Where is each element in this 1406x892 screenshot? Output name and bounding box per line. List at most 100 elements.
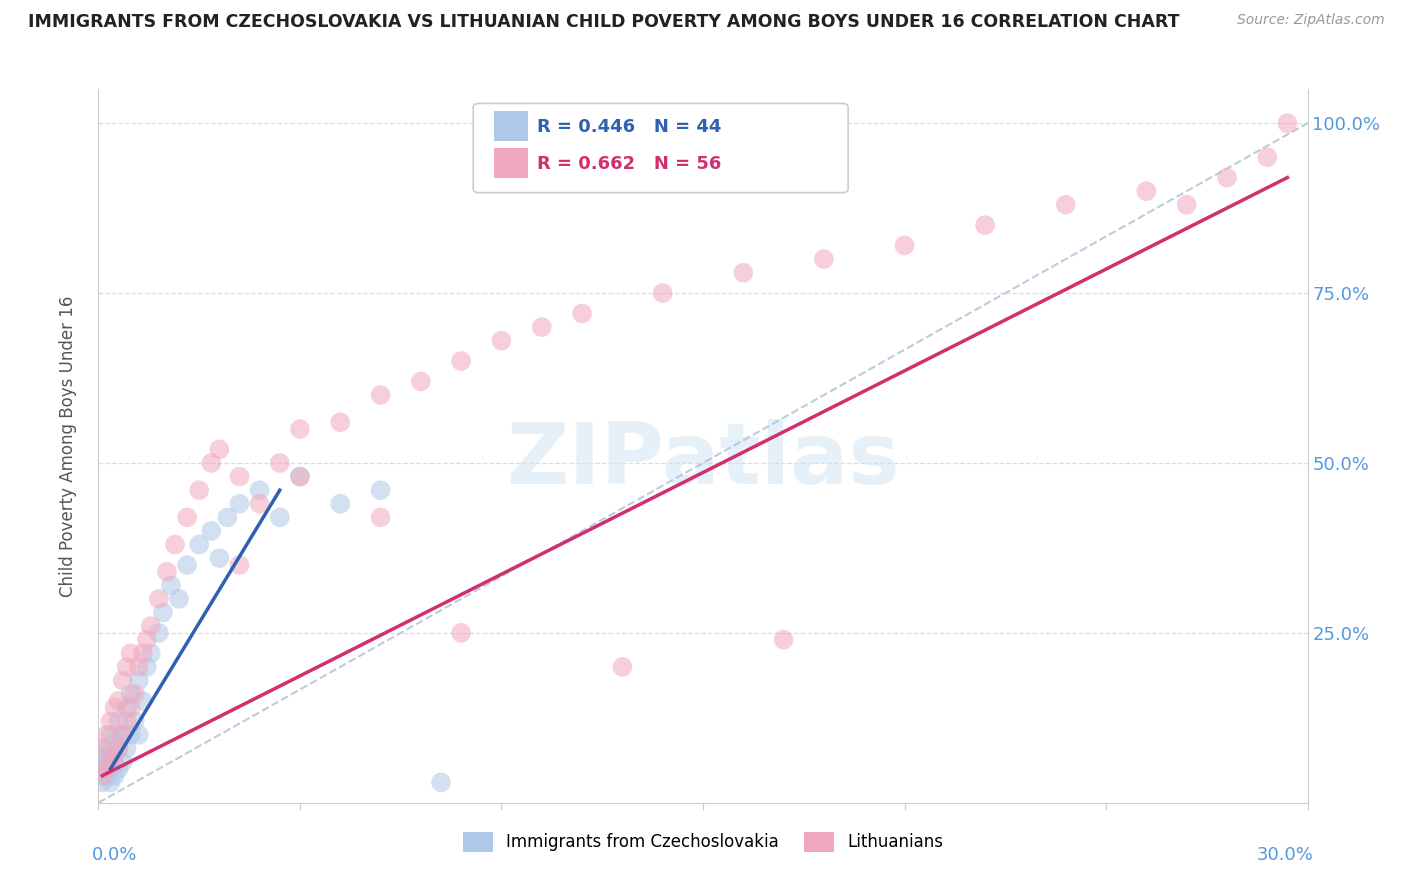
Point	[128, 673, 150, 688]
Point	[103, 748, 125, 763]
Point	[148, 626, 170, 640]
Point	[370, 510, 392, 524]
Point	[249, 483, 271, 498]
Point	[329, 497, 352, 511]
Text: R = 0.446   N = 44: R = 0.446 N = 44	[537, 118, 721, 136]
Point	[111, 728, 134, 742]
Text: ZIPatlas: ZIPatlas	[506, 418, 900, 502]
Point	[115, 741, 138, 756]
Point	[135, 660, 157, 674]
Point	[733, 266, 755, 280]
Point	[100, 728, 122, 742]
Point	[103, 755, 125, 769]
Point	[571, 306, 593, 320]
Point	[450, 626, 472, 640]
Point	[269, 456, 291, 470]
Point	[89, 762, 111, 776]
Point	[208, 551, 231, 566]
Point	[96, 769, 118, 783]
Point	[1175, 198, 1198, 212]
Point	[103, 700, 125, 714]
Point	[91, 775, 114, 789]
Text: IMMIGRANTS FROM CZECHOSLOVAKIA VS LITHUANIAN CHILD POVERTY AMONG BOYS UNDER 16 C: IMMIGRANTS FROM CZECHOSLOVAKIA VS LITHUA…	[28, 13, 1180, 31]
Bar	[494, 148, 527, 178]
Point	[107, 714, 129, 729]
Point	[139, 646, 162, 660]
Text: 0.0%: 0.0%	[93, 846, 138, 863]
Bar	[494, 112, 527, 141]
Text: R = 0.662   N = 56: R = 0.662 N = 56	[537, 155, 721, 173]
Point	[148, 591, 170, 606]
Point	[167, 591, 190, 606]
Point	[132, 694, 155, 708]
Point	[124, 714, 146, 729]
Point	[91, 741, 114, 756]
Point	[530, 320, 553, 334]
Point	[228, 497, 250, 511]
Point	[120, 728, 142, 742]
Point	[120, 646, 142, 660]
Point	[430, 775, 453, 789]
Point	[974, 218, 997, 232]
Legend: Immigrants from Czechoslovakia, Lithuanians: Immigrants from Czechoslovakia, Lithuani…	[456, 825, 950, 859]
Point	[450, 354, 472, 368]
Point	[288, 469, 311, 483]
Point	[115, 700, 138, 714]
Point	[1277, 116, 1299, 130]
Point	[1054, 198, 1077, 212]
Point	[124, 687, 146, 701]
Point	[96, 741, 118, 756]
Point	[139, 619, 162, 633]
Point	[120, 700, 142, 714]
Point	[100, 748, 122, 763]
Point	[163, 537, 186, 551]
Text: 30.0%: 30.0%	[1257, 846, 1313, 863]
Point	[288, 422, 311, 436]
Point	[111, 673, 134, 688]
Point	[813, 252, 835, 266]
Point	[188, 537, 211, 551]
FancyBboxPatch shape	[474, 103, 848, 193]
Point	[100, 775, 122, 789]
Point	[208, 442, 231, 457]
Point	[1216, 170, 1239, 185]
Point	[100, 714, 122, 729]
Point	[370, 388, 392, 402]
Point	[156, 565, 179, 579]
Point	[176, 510, 198, 524]
Point	[91, 769, 114, 783]
Point	[111, 728, 134, 742]
Point	[107, 741, 129, 756]
Point	[249, 497, 271, 511]
Point	[100, 762, 122, 776]
Point	[96, 755, 118, 769]
Point	[188, 483, 211, 498]
Point	[409, 375, 432, 389]
Point	[107, 741, 129, 756]
Point	[132, 646, 155, 660]
Point	[91, 748, 114, 763]
Point	[96, 762, 118, 776]
Point	[329, 415, 352, 429]
Point	[288, 469, 311, 483]
Point	[107, 762, 129, 776]
Point	[100, 755, 122, 769]
Point	[1256, 150, 1278, 164]
Point	[103, 769, 125, 783]
Point	[893, 238, 915, 252]
Point	[269, 510, 291, 524]
Point	[115, 660, 138, 674]
Point	[176, 558, 198, 572]
Point	[111, 755, 134, 769]
Point	[651, 286, 673, 301]
Y-axis label: Child Poverty Among Boys Under 16: Child Poverty Among Boys Under 16	[59, 295, 77, 597]
Point	[612, 660, 634, 674]
Point	[107, 694, 129, 708]
Point	[128, 728, 150, 742]
Point	[200, 456, 222, 470]
Point	[491, 334, 513, 348]
Point	[228, 469, 250, 483]
Point	[160, 578, 183, 592]
Point	[96, 728, 118, 742]
Point	[228, 558, 250, 572]
